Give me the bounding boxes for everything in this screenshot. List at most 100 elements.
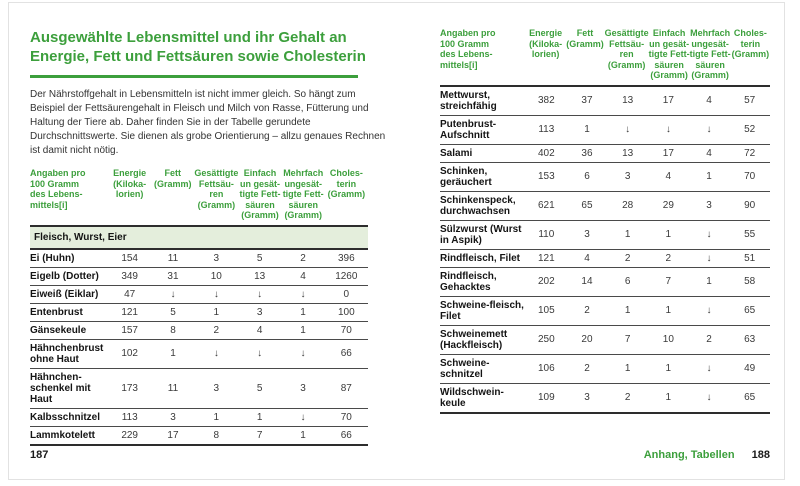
value-cell: 250: [537, 334, 555, 345]
food-name-cell: Schweine-schnitzel: [440, 357, 490, 380]
value-cell: 90: [744, 200, 756, 211]
page-title: Ausgewählte Lebensmittel und ihr Gehalt …: [30, 29, 366, 65]
table-row: Wildschwein-keule 109 3 2 1 ↓ 65: [440, 382, 770, 412]
food-name-cell: Schinkenspeck, durchwachsen: [440, 194, 516, 217]
food-name-cell: Hähnchenbrust ohne Haut: [30, 342, 104, 365]
table-row: Eiweiß (Eiklar) 47 ↓ ↓ ↓ ↓ 0: [30, 284, 368, 303]
food-name-cell: Eiweiß (Eiklar): [30, 288, 99, 300]
value-cell: 2: [665, 252, 672, 264]
value-cell: 6: [624, 276, 631, 287]
value-cell: 5: [256, 252, 263, 264]
value-cell: 153: [537, 171, 555, 182]
value-cell: ↓: [300, 288, 306, 300]
food-name-cell: Schweinemett (Hackfleisch): [440, 328, 508, 351]
value-cell: 66: [340, 429, 352, 441]
intro-paragraph: Der Nährstoffgehalt in Lebensmitteln ist…: [30, 89, 386, 156]
table-row: Salami 402 36 13 17 4 72: [440, 143, 770, 162]
value-cell: 2: [624, 252, 631, 264]
table-row: Eigelb (Dotter) 349 31 10 13 4 1260: [30, 266, 368, 285]
value-cell: 8: [170, 324, 176, 336]
page-number-left: 187: [30, 449, 49, 461]
table-row: Lammkotelett 229 17 8 7 1 66: [30, 425, 368, 444]
value-cell: 229: [121, 429, 138, 441]
value-cell: ↓: [706, 252, 712, 264]
food-name-cell: Wildschwein-keule: [440, 386, 504, 409]
value-cell: 2: [624, 392, 631, 403]
column-header: Einfach un gesät- tigte Fett- säuren (Gr…: [648, 28, 690, 80]
value-cell: 1: [213, 306, 220, 318]
value-cell: 72: [744, 147, 756, 159]
value-cell: 28: [622, 200, 634, 211]
value-cell: 7: [256, 429, 263, 441]
table-row: Ei (Huhn) 154 11 3 5 2 396: [30, 250, 368, 267]
column-header: Fett (Gramm): [154, 168, 192, 189]
value-cell: 65: [744, 392, 756, 403]
column-header: Angaben pro 100 Gramm des Lebens- mittel…: [30, 168, 86, 210]
value-cell: ↓: [706, 392, 712, 403]
value-cell: ↓: [300, 411, 306, 423]
value-cell: 100: [337, 306, 355, 318]
value-cell: 10: [210, 270, 222, 282]
value-cell: 105: [537, 305, 555, 316]
food-name-cell: Kalbsschnitzel: [30, 411, 101, 423]
table-row: Sülzwurst (Wurst in Aspik) 110 3 1 1 ↓ 55: [440, 219, 770, 249]
value-cell: 55: [744, 229, 756, 240]
value-cell: 1: [624, 363, 631, 374]
value-cell: 4: [584, 252, 590, 264]
nutrition-table-left: Angaben pro 100 Gramm des Lebens- mittel…: [30, 168, 368, 446]
page-left: Ausgewählte Lebensmittel und ihr Gehalt …: [30, 28, 386, 446]
column-header: Mehrfach ungesät- tigte Fett- säuren (Gr…: [689, 28, 731, 80]
value-cell: 3: [256, 306, 263, 318]
value-cell: 1: [665, 392, 672, 403]
value-cell: 1: [706, 276, 712, 287]
value-cell: ↓: [170, 288, 176, 300]
table-row: Kalbsschnitzel 113 3 1 1 ↓ 70: [30, 407, 368, 426]
value-cell: 4: [665, 171, 672, 182]
table-row: Schweinemett (Hackfleisch) 250 20 7 10 2 63: [440, 324, 770, 354]
value-cell: 7: [665, 276, 672, 287]
value-cell: 11: [167, 382, 179, 394]
value-cell: 65: [581, 200, 593, 211]
food-name-cell: Schweine-fleisch, Filet: [440, 299, 524, 322]
value-cell: 31: [167, 270, 179, 282]
table-row: Mettwurst, streichfähig 382 37 13 17 4 57: [440, 87, 770, 115]
table-row: Gänsekeule 157 8 2 4 1 70: [30, 320, 368, 339]
value-cell: 4: [706, 147, 712, 159]
value-cell: 1: [624, 305, 631, 316]
value-cell: 2: [300, 252, 306, 264]
value-cell: ↓: [706, 363, 712, 374]
value-cell: 65: [744, 305, 756, 316]
value-cell: ↓: [625, 124, 631, 135]
table-row: Entenbrust 121 5 1 3 1 100: [30, 302, 368, 321]
value-cell: ↓: [706, 124, 712, 135]
value-cell: 121: [121, 306, 138, 318]
value-cell: 1: [300, 324, 306, 336]
value-cell: 154: [121, 252, 138, 264]
value-cell: 157: [121, 324, 138, 336]
value-cell: ↓: [213, 288, 219, 300]
value-cell: 5: [170, 306, 176, 318]
value-cell: 2: [584, 363, 590, 374]
value-cell: 109: [537, 392, 555, 403]
column-header: Fett (Gramm): [566, 28, 604, 49]
value-cell: 5: [256, 382, 263, 394]
table-row: Schweine-fleisch, Filet 105 2 1 1 ↓ 65: [440, 295, 770, 325]
value-cell: 2: [706, 334, 712, 345]
value-cell: 52: [744, 124, 756, 135]
value-cell: 3: [213, 252, 220, 264]
value-cell: 29: [662, 200, 674, 211]
value-cell: 47: [124, 288, 136, 300]
value-cell: 17: [662, 147, 674, 159]
value-cell: 2: [584, 305, 590, 316]
food-name-cell: Sülzwurst (Wurst in Aspik): [440, 223, 522, 246]
food-name-cell: Eigelb (Dotter): [30, 270, 99, 282]
column-header: Energie (Kiloka- lorien): [113, 168, 147, 199]
value-cell: 1: [300, 306, 306, 318]
value-cell: 1: [665, 305, 672, 316]
table-row: Rindfleisch, Filet 121 4 2 2 ↓ 51: [440, 248, 770, 267]
table-section-header: Fleisch, Wurst, Eier: [30, 226, 368, 250]
food-name-cell: Schinken, geräuchert: [440, 165, 492, 188]
footer-section-label: Anhang, Tabellen: [643, 449, 735, 461]
value-cell: 1260: [335, 270, 358, 282]
food-name-cell: Putenbrust-Aufschnitt: [440, 118, 497, 141]
